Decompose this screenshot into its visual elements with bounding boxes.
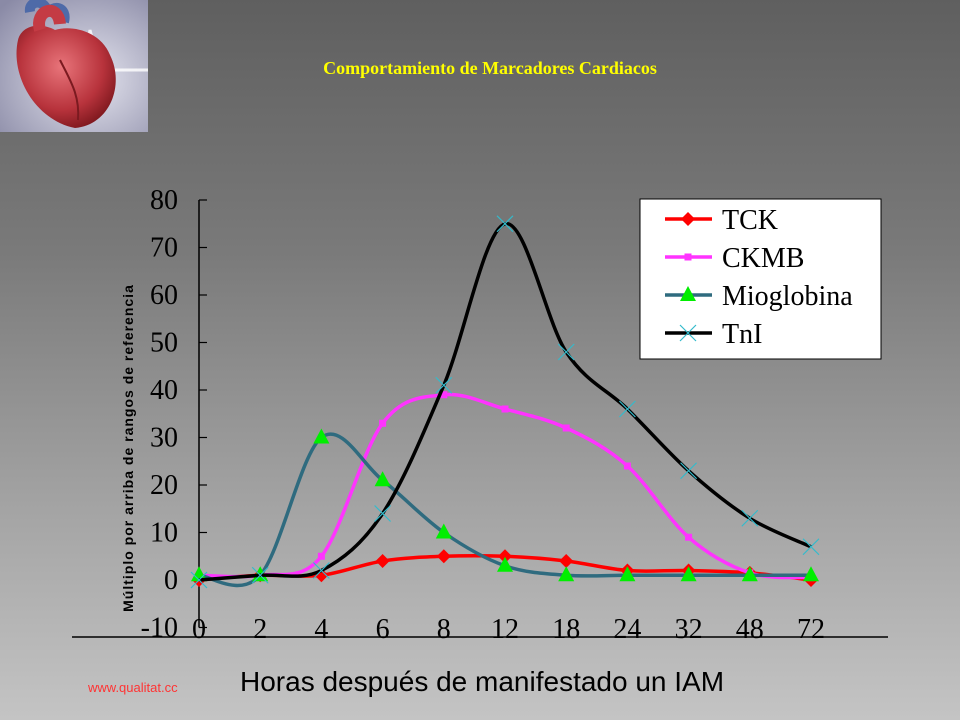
y-tick-label: 40 [150,375,178,406]
data-point-tni [251,566,269,584]
x-tick-label: 4 [314,614,328,645]
y-axis-label: Múltiplo por arriba de rangos de referen… [120,284,136,612]
data-point-tni [374,505,392,522]
data-point-ckmb [623,462,631,470]
x-axis-label: Horas después de manifestado un IAM [240,666,725,697]
series-mioglobina [191,428,819,588]
data-point-mioglobina [313,428,330,444]
y-tick-label: 70 [150,233,178,264]
data-point-ckmb [317,552,325,560]
y-tick-label: 20 [150,470,178,501]
y-tick-label: -10 [141,613,178,644]
x-tick-label: 0 [192,614,206,645]
x-tick-label: 12 [491,614,519,645]
y-tick-label: 10 [150,518,178,549]
data-point-mioglobina [803,566,819,582]
legend-marker-tni [679,324,697,342]
data-point-ckmb [440,391,448,399]
data-point-tni [618,400,636,418]
legend-label-mioglobina: Mioglobina [722,281,853,312]
x-tick-label: 48 [736,614,764,645]
data-point-tck [498,549,512,564]
legend-marker-tck [681,212,695,226]
watermark-link[interactable]: www.qualitat.cc [88,680,178,695]
data-point-mioglobina [191,566,207,582]
data-point-tck [559,554,574,568]
y-tick-label: 0 [164,565,178,596]
data-point-tni [190,571,208,589]
data-point-tni [312,562,330,579]
x-tick-label: 2 [253,614,267,645]
data-point-mioglobina [741,566,758,582]
legend-label-tck: TCK [722,205,778,236]
x-tick-label: 24 [613,614,641,645]
x-tick-label: 6 [376,614,390,645]
series-tni [190,215,820,589]
series-line-mioglobina [198,432,811,588]
data-point-tck [375,554,390,568]
x-tick-label: 18 [552,614,580,645]
data-point-mioglobina [374,471,391,487]
data-point-tni [802,538,820,556]
legend-marker-mioglobina [680,286,696,301]
x-tick-label: 8 [437,614,451,645]
data-point-ckmb [501,405,509,413]
data-point-ckmb [685,533,693,541]
data-point-mioglobina [558,566,575,582]
legend-label-ckmb: CKMB [722,243,804,274]
y-tick-label: 50 [150,328,178,359]
data-point-ckmb [562,424,570,432]
data-point-tni [496,215,514,233]
data-point-mioglobina [619,566,636,582]
data-point-tni [680,462,698,480]
data-point-mioglobina [680,566,697,582]
x-tick-label: 32 [675,614,703,645]
data-point-tni [557,343,575,361]
page-title: Comportamiento de Marcadores Cardiacos [323,58,657,78]
x-tick-label: 72 [797,614,825,645]
y-tick-label: 60 [150,280,178,311]
y-tick-label: 30 [150,423,178,454]
data-point-tni [741,509,759,527]
data-point-mioglobina [435,523,452,539]
legend-marker-ckmb [684,253,692,261]
data-point-mioglobina [497,556,513,572]
data-point-tck [436,549,451,564]
y-tick-label: 80 [150,185,178,216]
legend-label-tni: TnI [722,319,762,350]
data-point-tni [435,376,453,394]
data-point-ckmb [379,419,387,427]
heart-illustration-icon [0,0,148,132]
